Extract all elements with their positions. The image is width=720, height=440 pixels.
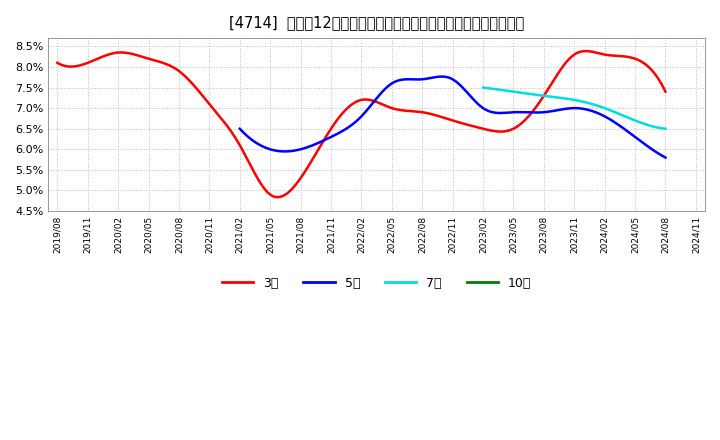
3年 [427,111,436,117]
3年 [567,54,576,59]
3年 [53,60,62,66]
5年 [237,128,246,133]
Title: [4714]  売上高12か月移動合計の対前年同期増減率の平均値の推移: [4714] 売上高12か月移動合計の対前年同期増減率の平均値の推移 [229,15,524,30]
7年 [480,85,488,90]
5年 [661,155,670,160]
3年 [273,194,282,200]
3年 [417,110,426,115]
7年 [588,101,596,106]
7年 [644,123,653,128]
3年 [415,109,423,114]
5年 [623,128,631,134]
5年 [489,110,498,115]
7年 [479,85,487,90]
5年 [490,110,499,115]
3年 [582,48,590,54]
5年 [595,111,604,117]
7年 [661,126,670,132]
5年 [235,126,244,132]
3年 [661,89,670,94]
5年 [498,110,506,116]
3年 [55,61,63,66]
7年 [632,118,641,124]
7年 [587,101,595,106]
Line: 7年: 7年 [483,88,665,129]
Legend: 3年, 5年, 7年, 10年: 3年, 5年, 7年, 10年 [217,272,536,295]
3年 [608,53,617,58]
Line: 3年: 3年 [58,51,665,197]
Line: 5年: 5年 [240,77,665,158]
7年 [590,102,599,107]
5年 [438,74,446,79]
